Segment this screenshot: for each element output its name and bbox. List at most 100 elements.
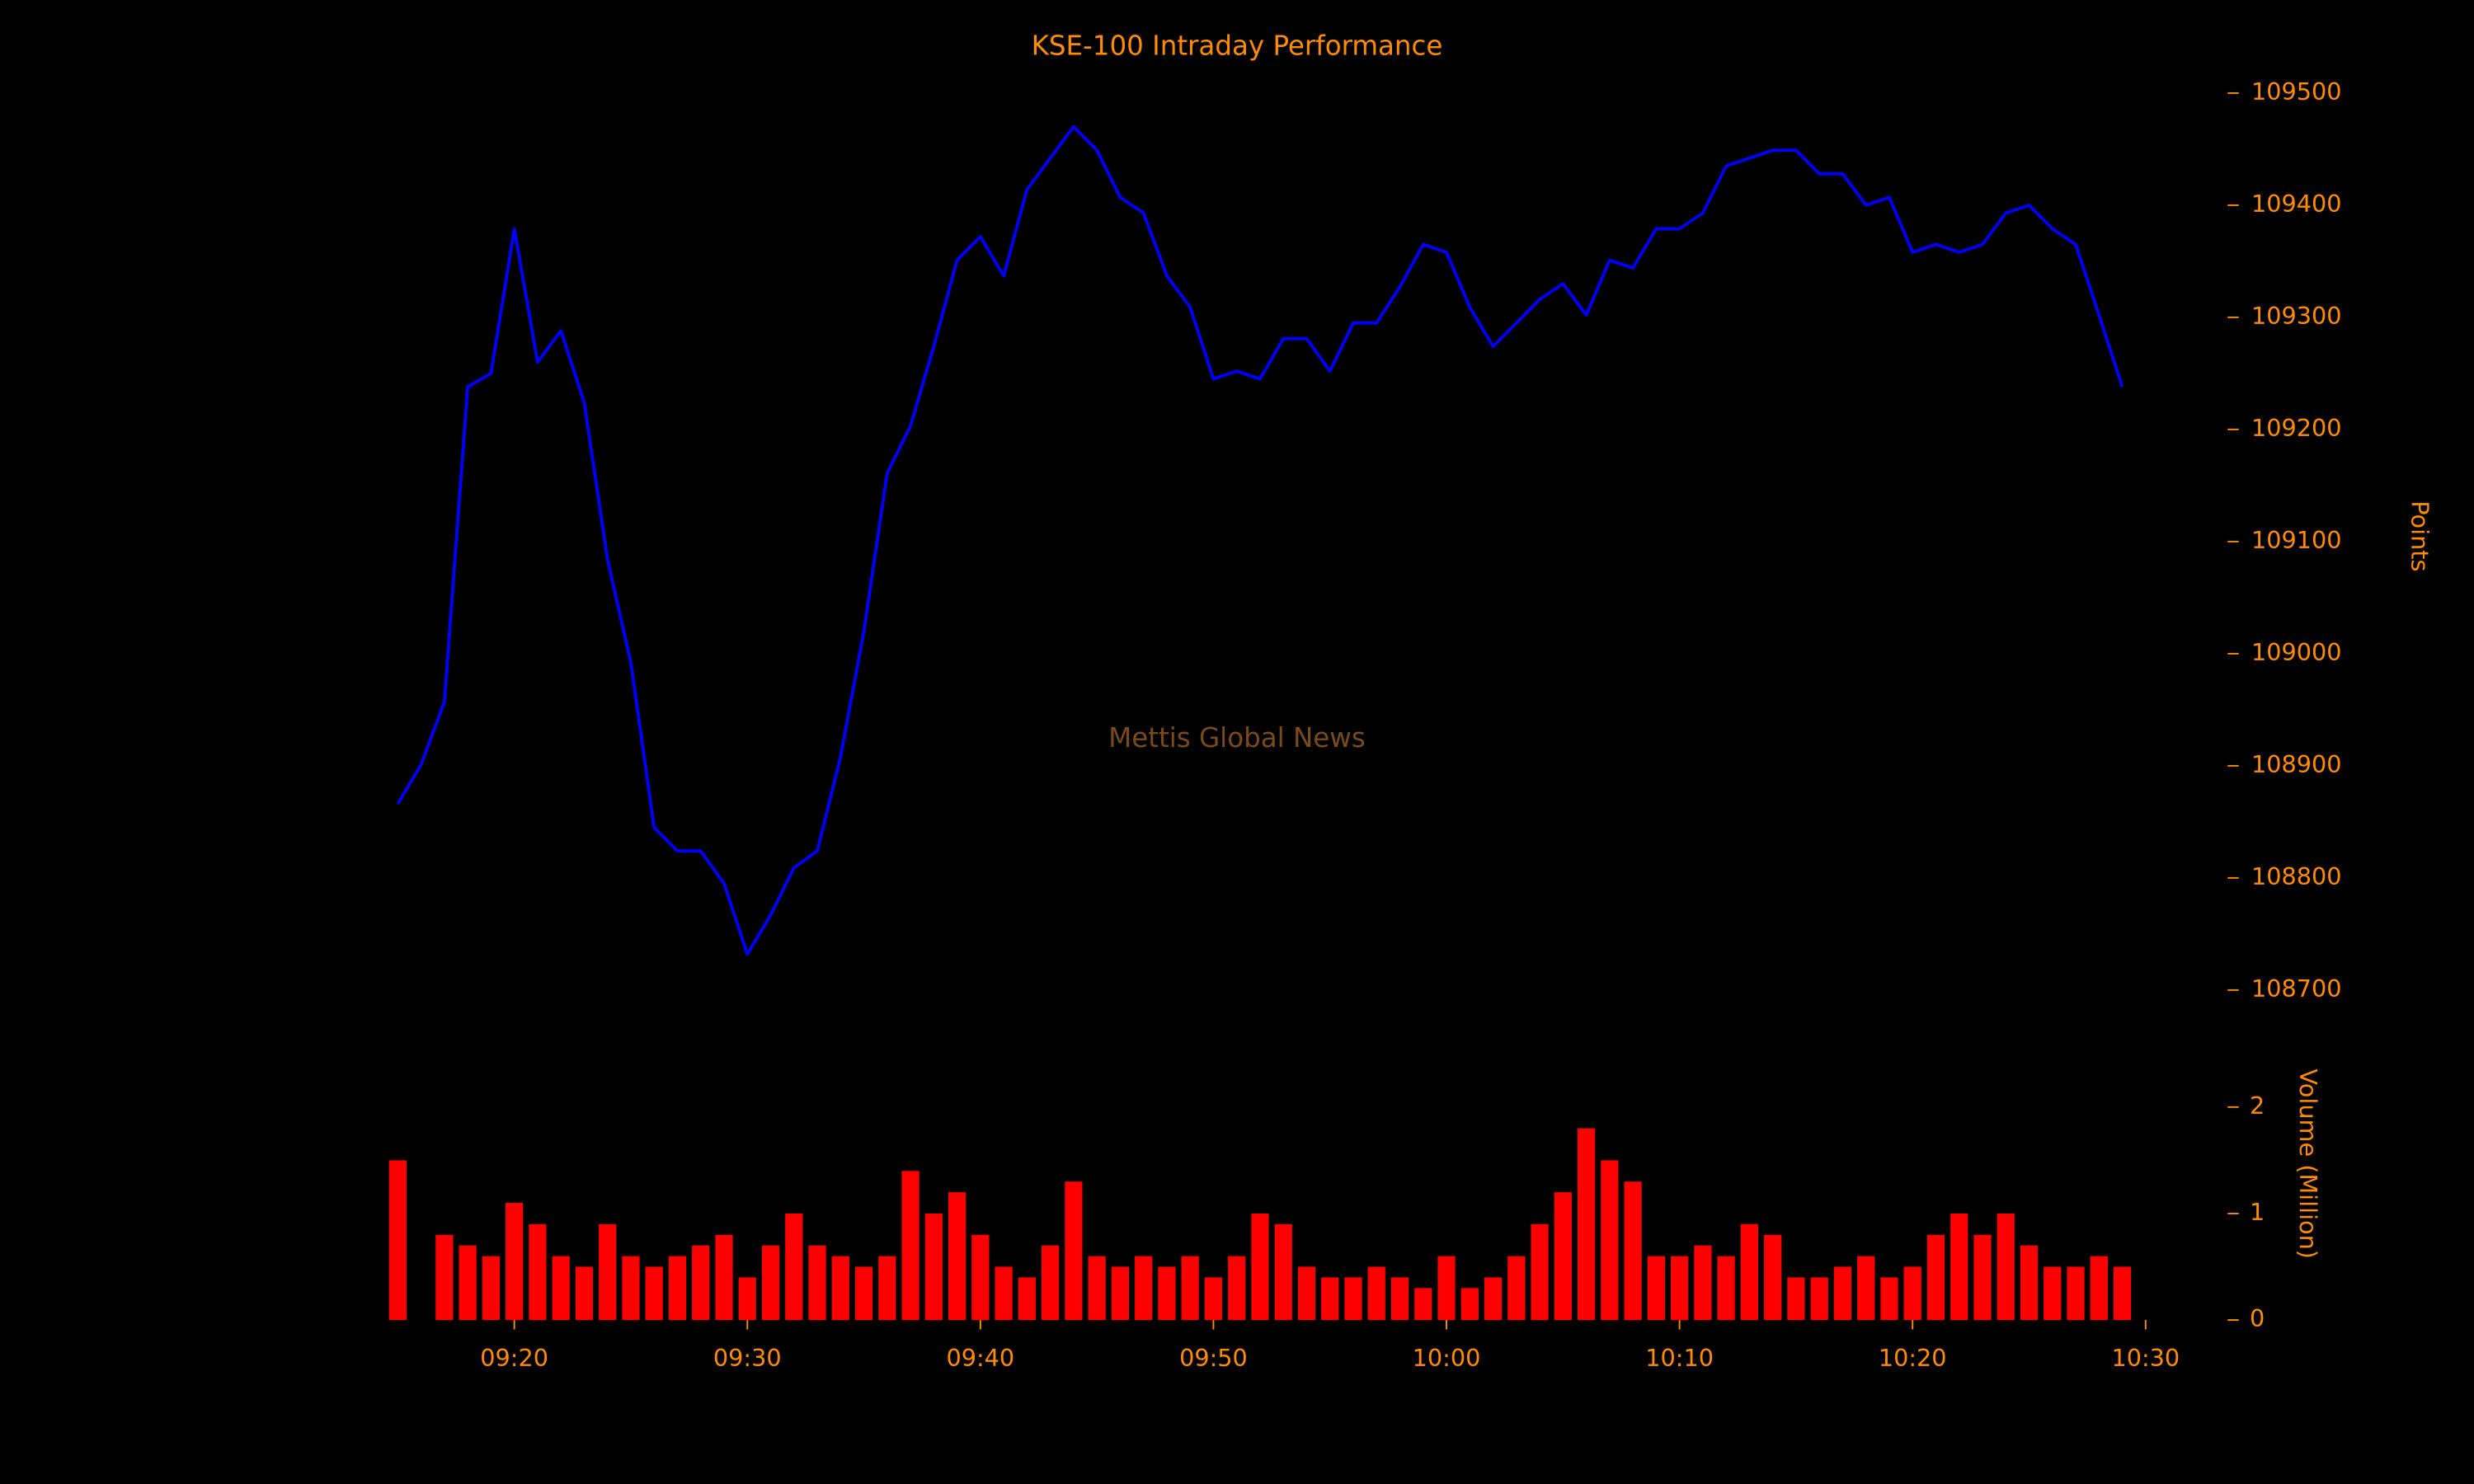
volume-bar	[599, 1223, 617, 1321]
volume-bar	[1111, 1266, 1129, 1321]
y-tick-label: 2	[2250, 1092, 2265, 1120]
volume-bar	[1833, 1266, 1852, 1321]
volume-bar	[1624, 1181, 1642, 1321]
volume-bar	[575, 1266, 594, 1321]
y-tick-label: 109200	[2251, 414, 2342, 442]
volume-bar	[1694, 1245, 1712, 1321]
y-tick-label: 1	[2250, 1198, 2265, 1226]
volume-bar	[1717, 1256, 1735, 1321]
volume-bar	[1274, 1223, 1292, 1321]
volume-bar	[1926, 1234, 1945, 1321]
volume-bar	[878, 1256, 896, 1321]
volume-bar	[1647, 1256, 1665, 1321]
volume-bar	[1321, 1277, 1339, 1321]
volume-bar	[1460, 1288, 1479, 1321]
volume-bar	[1181, 1256, 1199, 1321]
volume-bar	[552, 1256, 570, 1321]
x-tick-label: 10:10	[1645, 1344, 1714, 1372]
volume-bar	[761, 1245, 780, 1321]
volume-bar	[1437, 1256, 1456, 1321]
watermark: Mettis Global News	[1108, 722, 1366, 754]
x-tick-label: 09:30	[713, 1344, 782, 1372]
volume-bar	[1228, 1256, 1246, 1321]
volume-bar	[1857, 1256, 1875, 1321]
volume-bar	[1251, 1213, 1269, 1321]
volume-bar	[1018, 1277, 1036, 1321]
x-tick-label: 10:00	[1413, 1344, 1481, 1372]
y-tick-label: 108800	[2251, 862, 2342, 890]
x-tick-label: 09:50	[1179, 1344, 1248, 1372]
volume-bar	[971, 1234, 990, 1321]
volume-bar	[388, 1160, 407, 1321]
volume-bar	[459, 1245, 477, 1321]
volume-bar	[622, 1256, 640, 1321]
volume-bar	[529, 1223, 547, 1321]
volume-bar	[1764, 1234, 1782, 1321]
volume-bar	[1297, 1266, 1316, 1321]
x-tick-label: 09:20	[480, 1344, 548, 1372]
volume-bar	[1973, 1234, 1992, 1321]
x-tick-label: 10:30	[2111, 1344, 2180, 1372]
volume-bar	[1903, 1266, 1921, 1321]
volume-bar	[1484, 1277, 1503, 1321]
volume-bar	[1507, 1256, 1526, 1321]
y-tick-label: 108700	[2251, 974, 2342, 1003]
y-tick-label: 108900	[2251, 750, 2342, 778]
volume-bar	[668, 1256, 687, 1321]
volume-bar	[1671, 1256, 1689, 1321]
volume-bar	[1577, 1128, 1596, 1321]
volume-bar	[715, 1234, 733, 1321]
volume-bar	[785, 1213, 803, 1321]
volume-bar	[831, 1256, 849, 1321]
y-tick-label: 109400	[2251, 190, 2342, 218]
volume-bar	[435, 1234, 454, 1321]
volume-bar	[482, 1256, 500, 1321]
volume-bar	[1531, 1223, 1549, 1321]
y2-axis-label: Volume (Million)	[2294, 1068, 2322, 1259]
volume-bar	[1810, 1277, 1828, 1321]
volume-bar	[948, 1192, 967, 1321]
volume-bar	[1088, 1256, 1106, 1321]
volume-bar	[738, 1277, 756, 1321]
chart-title: KSE-100 Intraday Performance	[1032, 30, 1443, 61]
volume-bar	[1367, 1266, 1385, 1321]
volume-bar	[645, 1266, 663, 1321]
volume-bar	[1135, 1256, 1153, 1321]
volume-bar	[854, 1266, 873, 1321]
volume-bar	[1344, 1277, 1362, 1321]
volume-bar	[506, 1203, 524, 1321]
volume-bar	[2067, 1266, 2085, 1321]
y-tick-label: 0	[2250, 1304, 2265, 1332]
volume-bar	[1414, 1288, 1432, 1321]
y-tick-label: 109000	[2251, 638, 2342, 666]
y-axis-label: Points	[2406, 500, 2434, 571]
volume-bar	[1740, 1223, 1758, 1321]
volume-bar	[1601, 1160, 1619, 1321]
volume-bar	[1787, 1277, 1805, 1321]
volume-bar	[1158, 1266, 1176, 1321]
volume-bar	[2090, 1256, 2108, 1321]
y-tick-label: 109100	[2251, 526, 2342, 554]
x-tick-label: 10:20	[1879, 1344, 1947, 1372]
volume-bar	[1997, 1213, 2015, 1321]
volume-bar	[901, 1171, 920, 1321]
volume-bar	[995, 1266, 1013, 1321]
volume-bar	[808, 1245, 826, 1321]
volume-bar	[1390, 1277, 1409, 1321]
volume-bar	[2044, 1266, 2062, 1321]
volume-bar	[924, 1213, 943, 1321]
volume-bar	[1950, 1213, 1968, 1321]
volume-bar	[1065, 1181, 1083, 1321]
volume-bar	[1880, 1277, 1898, 1321]
price-line	[396, 124, 2124, 956]
y-tick-label: 109500	[2251, 77, 2342, 106]
y-tick-label: 109300	[2251, 302, 2342, 330]
x-tick-label: 09:40	[946, 1344, 1014, 1372]
volume-bar	[692, 1245, 710, 1321]
volume-bar	[2113, 1266, 2132, 1321]
volume-bar	[1204, 1277, 1223, 1321]
volume-bar	[1554, 1192, 1572, 1321]
